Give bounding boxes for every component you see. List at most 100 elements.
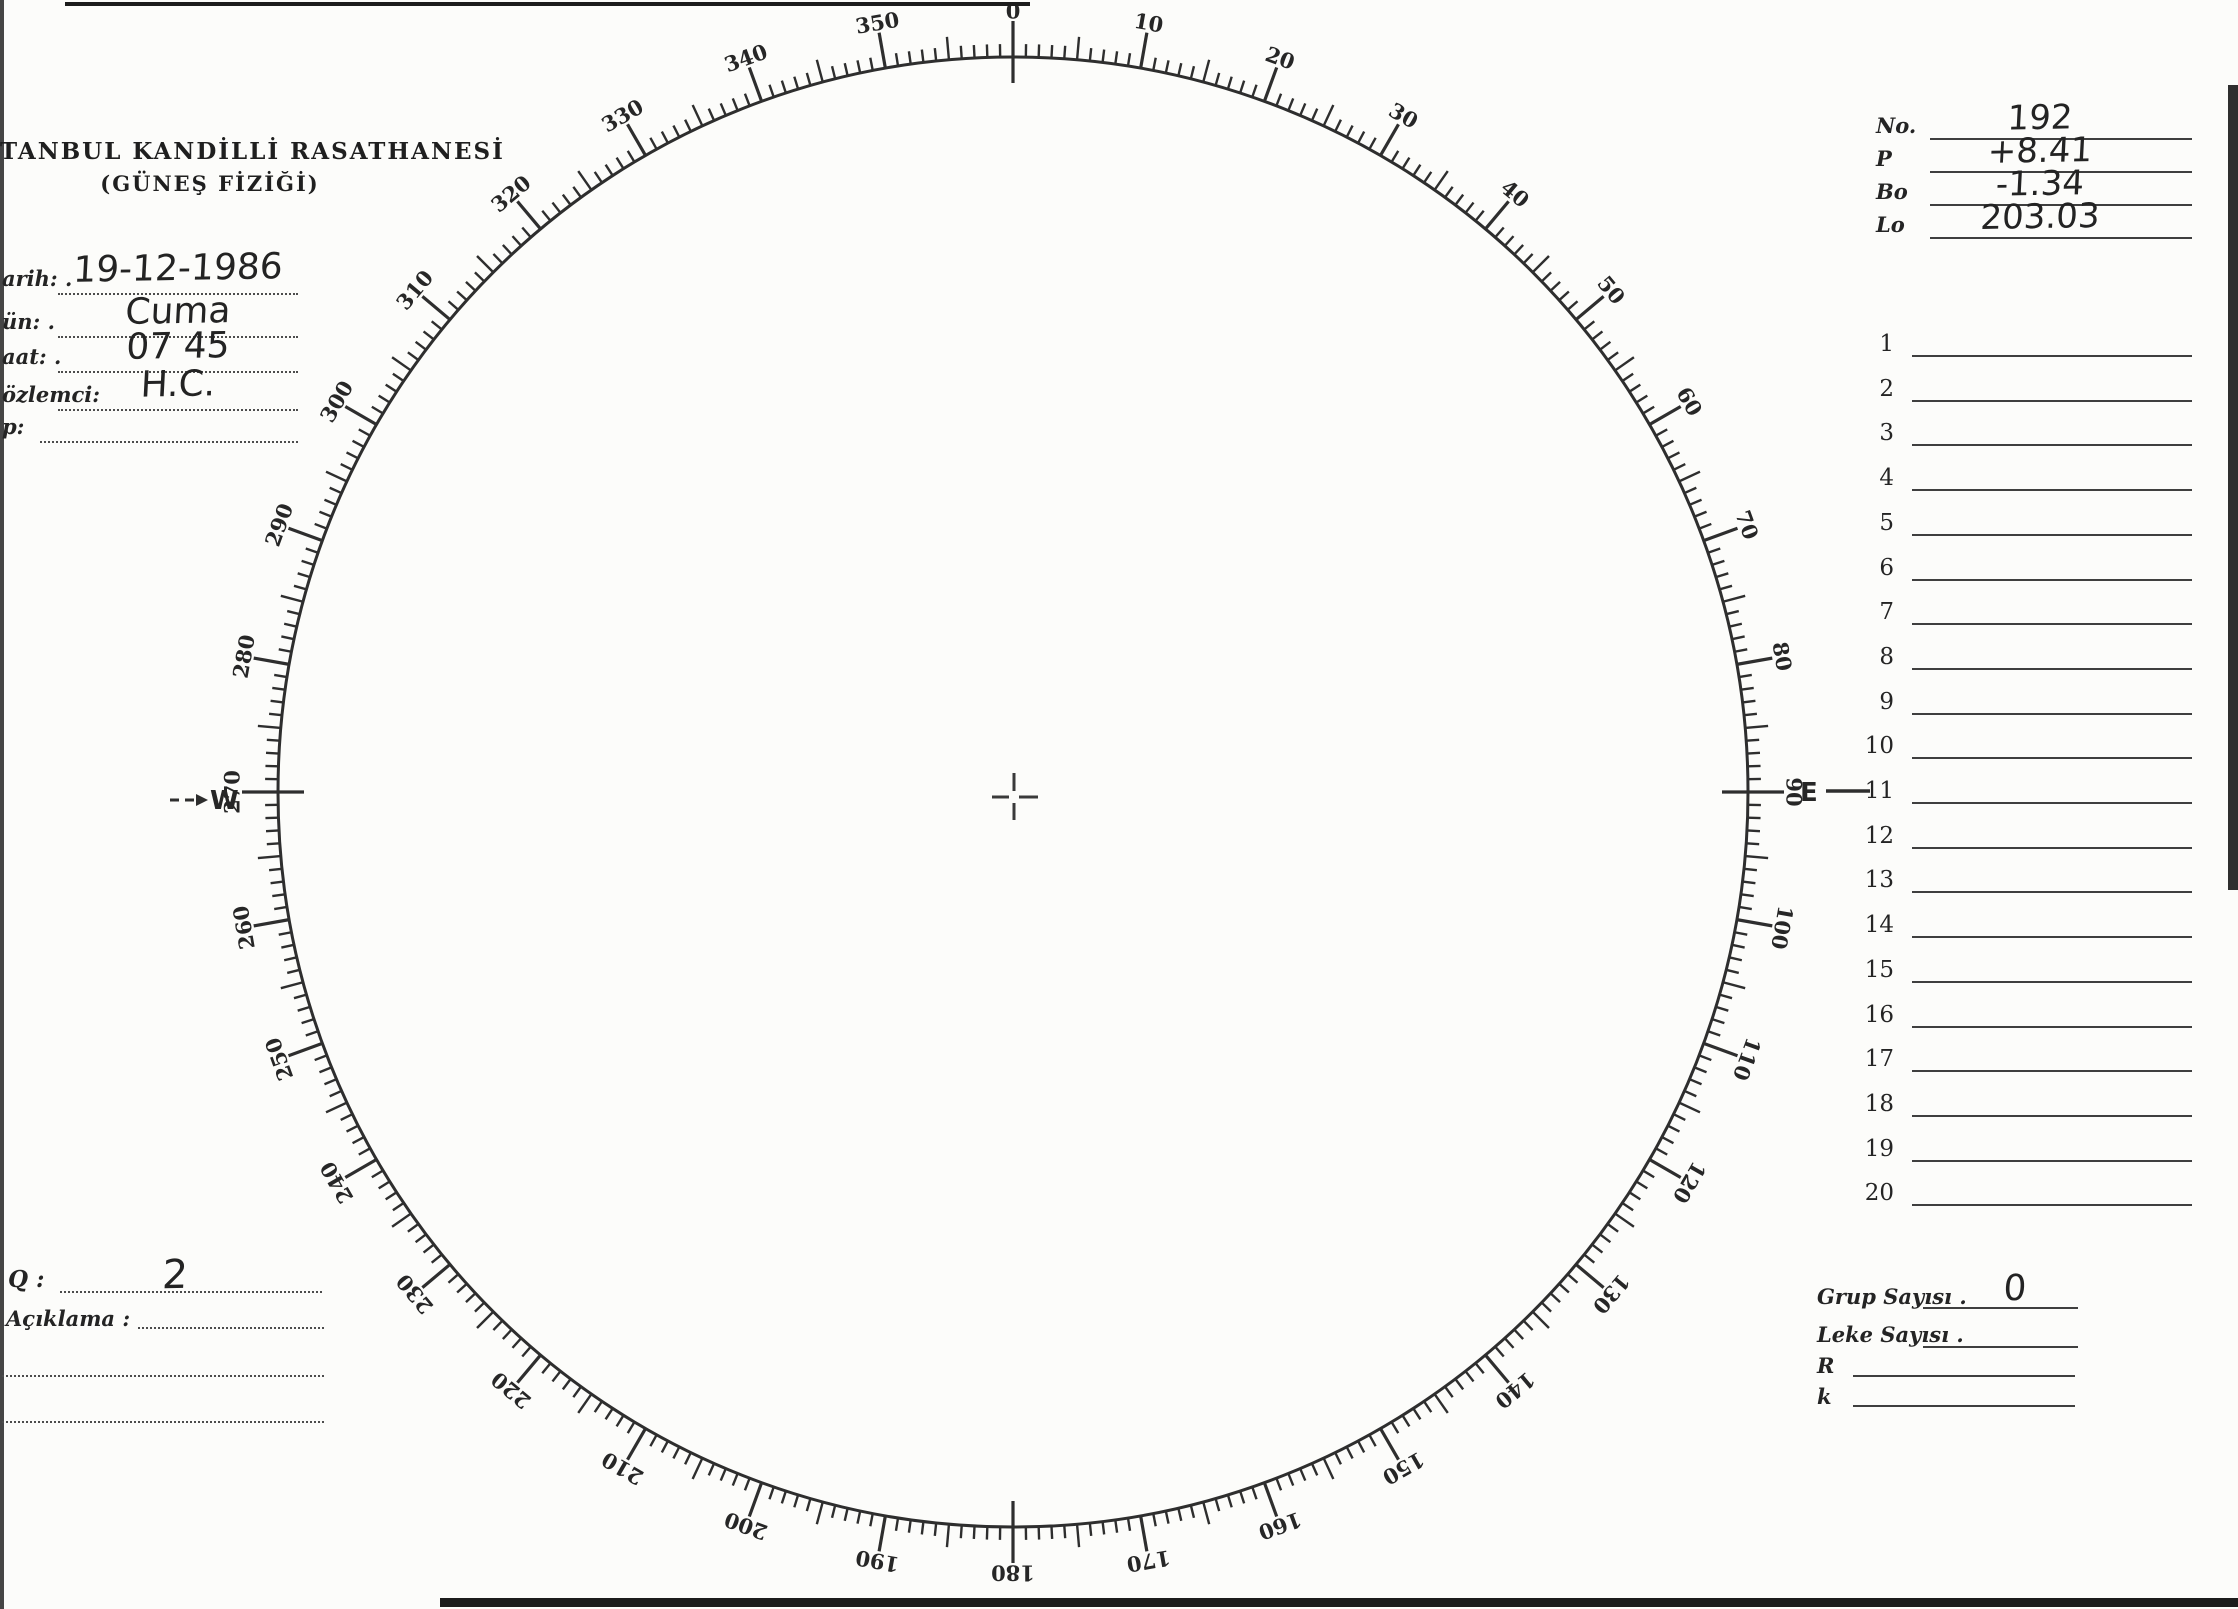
tick-mark	[1251, 84, 1258, 98]
tick-mark	[1202, 59, 1211, 83]
tick-mark	[385, 383, 398, 393]
tick-mark	[1703, 1041, 1739, 1058]
tick-mark	[1433, 1393, 1449, 1414]
tick-mark	[371, 1169, 384, 1179]
tick-mark	[1139, 1515, 1149, 1552]
tick-mark	[604, 164, 614, 177]
tick-mark	[1368, 137, 1377, 150]
list-row-line	[1912, 891, 2192, 893]
tick-mark	[1711, 1017, 1725, 1025]
degree-label: 270	[219, 770, 244, 814]
tick-mark	[1390, 1421, 1400, 1434]
tick-mark	[1678, 1101, 1701, 1114]
list-row-line	[1912, 847, 2192, 849]
tick-mark	[945, 36, 951, 60]
department-name: (GÜNEŞ FİZİĞİ)	[100, 171, 320, 196]
field-label: özlemci:	[2, 382, 101, 407]
tick-mark	[768, 1486, 775, 1500]
field-gozlemci: özlemci: H.C.	[0, 363, 340, 411]
tick-mark	[1736, 656, 1773, 666]
field-line	[58, 293, 298, 295]
tick-mark	[707, 108, 716, 122]
tick-mark	[345, 1124, 359, 1133]
tick-mark	[1454, 193, 1465, 206]
degree-label: 250	[260, 1034, 298, 1084]
degree-label: 130	[1588, 1269, 1635, 1319]
tick-mark	[516, 1354, 542, 1384]
tick-mark	[516, 200, 542, 230]
tick-mark	[325, 1101, 348, 1114]
list-row-number: 7	[1879, 599, 1894, 625]
tick-mark	[1591, 1243, 1604, 1254]
tick-mark	[1164, 60, 1170, 74]
tick-mark	[474, 271, 486, 283]
list-row-number: 9	[1879, 689, 1894, 715]
tick-mark	[1503, 235, 1515, 247]
tick-mark	[1707, 1030, 1721, 1037]
scan-edge-top	[65, 2, 1030, 6]
tick-mark	[301, 1017, 315, 1025]
tick-mark	[414, 340, 427, 351]
tick-mark	[447, 300, 460, 311]
west-marker: W	[170, 786, 239, 816]
tick-mark	[1740, 686, 1754, 691]
field-label: ün: .	[2, 309, 55, 334]
tick-mark	[1494, 1345, 1505, 1358]
tick-mark	[281, 943, 295, 949]
tick-mark	[1628, 1191, 1641, 1201]
tick-mark	[340, 1113, 353, 1121]
tick-mark	[1642, 1169, 1655, 1179]
degree-label: 10	[1132, 8, 1165, 38]
grup-sayisi-line	[1923, 1307, 2078, 1309]
tick-mark	[305, 547, 319, 554]
tick-mark	[593, 171, 603, 184]
tick-mark	[1635, 394, 1648, 404]
tick-mark	[1746, 829, 1761, 833]
dial-circle	[276, 55, 1750, 1529]
tick-mark	[414, 1233, 427, 1244]
tick-mark	[1689, 1078, 1703, 1086]
tick-mark	[1715, 1005, 1729, 1012]
tick-mark	[1673, 463, 1686, 471]
tick-mark	[1114, 1519, 1119, 1533]
degree-labels: 0 102030405060708090100110120130140150160…	[219, 0, 1806, 1586]
degree-label: 210	[597, 1447, 647, 1491]
tick-mark	[615, 157, 625, 170]
tick-mark	[1738, 905, 1752, 911]
scan-edge-bottom	[440, 1598, 2238, 1607]
tick-mark	[430, 1253, 443, 1264]
tick-mark	[684, 119, 692, 132]
tick-mark	[323, 1078, 337, 1086]
degree-label: 80	[1767, 640, 1797, 673]
tick-mark	[1648, 405, 1682, 426]
tick-mark	[1540, 1301, 1552, 1313]
note-line-3	[2, 1421, 324, 1423]
tick-mark	[972, 44, 976, 59]
tick-mark	[660, 130, 669, 144]
tick-mark	[329, 1089, 343, 1098]
tick-mark	[1558, 1282, 1570, 1294]
degree-label: 350	[854, 7, 902, 39]
degree-label: 120	[1668, 1157, 1712, 1207]
tick-mark	[877, 32, 887, 69]
field-saat: aat: . 07 45	[0, 325, 340, 373]
tick-mark	[392, 372, 405, 382]
field-tarih: arih: . 19-12-1986	[0, 246, 340, 295]
degree-label: 30	[1385, 97, 1423, 133]
tick-mark	[1599, 1233, 1612, 1244]
tick-mark	[551, 201, 562, 214]
tick-mark	[511, 235, 523, 247]
tick-mark	[407, 1223, 420, 1233]
tick-mark	[323, 498, 337, 506]
grup-sayisi-label: Grup Sayısı .	[1817, 1284, 1967, 1309]
tick-mark	[920, 1521, 925, 1535]
ephemeris-label: Bo	[1876, 179, 1908, 204]
list-row-number: 17	[1864, 1046, 1894, 1072]
tick-mark	[281, 635, 295, 641]
tick-mark	[1635, 1180, 1648, 1190]
scan-edge-right	[2228, 85, 2238, 890]
tick-mark	[1368, 1434, 1377, 1447]
tick-mark	[391, 356, 412, 372]
k-label: k	[1817, 1384, 1832, 1409]
